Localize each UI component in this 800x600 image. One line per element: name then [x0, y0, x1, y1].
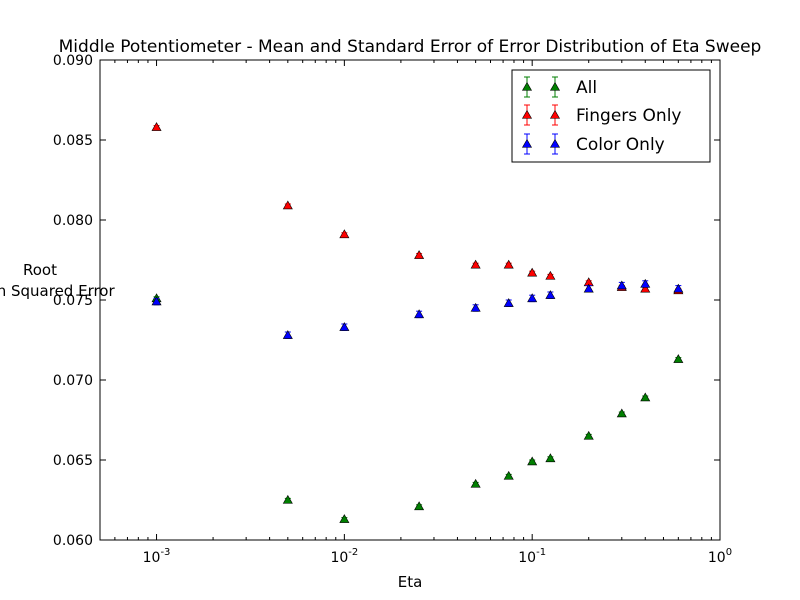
data-point: [470, 302, 481, 312]
data-point: [673, 354, 684, 363]
x-axis-label: Eta: [398, 573, 423, 591]
data-point: [151, 122, 162, 131]
y-axis-label-line-2: Mean Squared Error: [0, 282, 115, 300]
data-point: [470, 259, 481, 269]
y-axis-label-line-1: Root: [23, 261, 57, 279]
legend-marker: [549, 138, 561, 148]
data-point: [545, 290, 556, 299]
y-tick-label: 0.065: [53, 453, 93, 469]
data-point: [640, 283, 651, 293]
data-point: [673, 283, 684, 293]
data-point: [282, 330, 293, 339]
legend-marker: [521, 138, 533, 148]
data-point: [414, 309, 425, 319]
series-all: [151, 293, 684, 523]
legend: All Fingers Only Color Only: [511, 69, 711, 163]
legend-marker: [549, 109, 561, 119]
series-color-only: [151, 278, 684, 339]
data-point: [640, 392, 651, 402]
data-point: [545, 270, 556, 280]
y-tick-label: 0.085: [53, 133, 93, 149]
data-points: [151, 122, 684, 523]
data-point: [282, 200, 293, 210]
data-point: [616, 408, 627, 418]
data-point: [339, 229, 350, 239]
x-axis: 10-3 10-2 10-1 100: [99, 60, 732, 566]
legend-label-color-only: Color Only: [576, 135, 665, 155]
data-point: [503, 470, 514, 480]
x-tick-label: 10-1: [518, 547, 546, 566]
x-tick-label: 10-3: [143, 547, 171, 566]
data-point: [583, 283, 594, 293]
data-point: [527, 293, 538, 303]
legend-label-fingers-only: Fingers Only: [576, 106, 681, 126]
data-point: [282, 494, 293, 504]
data-point: [527, 456, 538, 466]
data-point: [414, 501, 425, 511]
data-point: [527, 267, 538, 277]
legend-marker: [521, 81, 533, 91]
x-tick-label: 10-2: [330, 547, 358, 566]
y-tick-label: 0.075: [53, 293, 93, 309]
y-tick-label: 0.070: [53, 373, 93, 389]
data-point: [470, 478, 481, 488]
data-point: [151, 296, 162, 306]
legend-frame: [511, 69, 711, 163]
legend-marker: [521, 109, 533, 119]
x-tick-label: 100: [708, 547, 732, 566]
chart-title: Middle Potentiometer - Mean and Standard…: [59, 37, 762, 57]
data-point: [503, 259, 514, 269]
y-tick-label: 0.090: [53, 53, 93, 69]
data-point: [339, 322, 350, 331]
data-point: [583, 430, 594, 440]
legend-label-all: All: [576, 78, 597, 98]
data-point: [545, 453, 556, 463]
y-axis: 0.060 0.065 0.070 0.075 0.080 0.085 0.090: [53, 53, 720, 549]
data-point: [640, 278, 651, 288]
legend-marker: [549, 81, 561, 91]
data-point: [414, 250, 425, 259]
data-point: [339, 514, 350, 523]
y-tick-label: 0.060: [53, 533, 93, 549]
data-point: [503, 298, 514, 307]
y-tick-label: 0.080: [53, 213, 93, 229]
data-point: [616, 280, 627, 290]
